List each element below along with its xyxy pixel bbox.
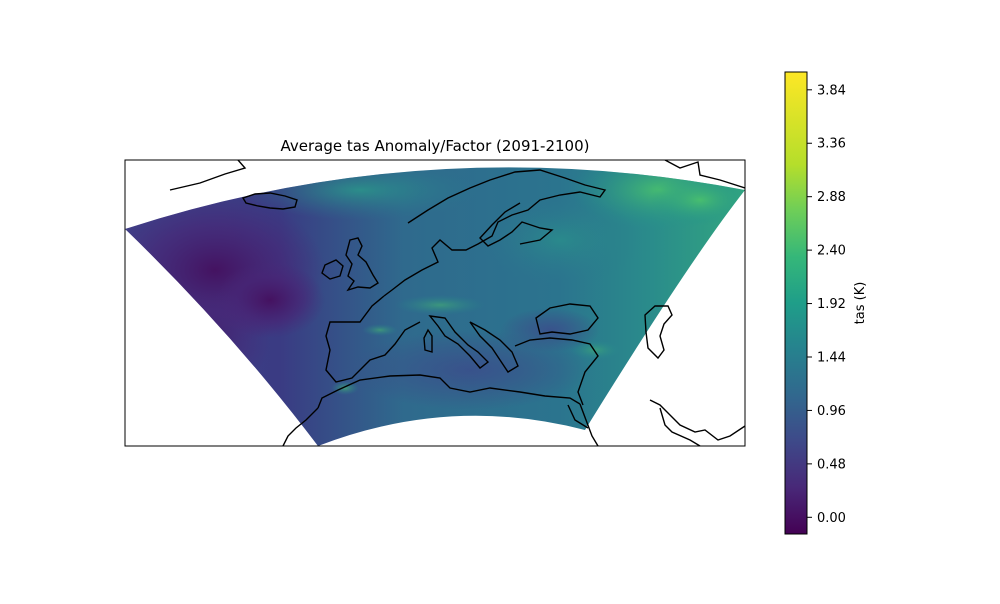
map-title: Average tas Anomaly/Factor (2091-2100)	[280, 137, 589, 155]
colorbar-tick-label: 2.88	[817, 190, 846, 205]
colorbar-tick-label: 1.92	[817, 297, 846, 312]
colorbar-label: tas (K)	[853, 282, 868, 325]
colorbar-tick-label: 2.40	[817, 244, 846, 259]
map-frame	[124, 159, 746, 447]
colorbar-tick-label: 0.48	[817, 457, 846, 472]
colorbar-tick-label: 0.96	[817, 404, 846, 419]
colorbar-gradient	[784, 71, 808, 535]
map-axes	[124, 159, 746, 447]
colorbar-tick-label: 0.00	[817, 511, 846, 526]
colorbar-ticks: 0.00 0.48 0.96 1.44 1.92 2.40 2.88 3.36 3.84	[807, 83, 846, 526]
colorbar-tick-label: 1.44	[817, 350, 846, 365]
colorbar-tick-label: 3.84	[817, 83, 846, 98]
colorbar-tick-label: 3.36	[817, 137, 846, 152]
colorbar: 0.00 0.48 0.96 1.44 1.92 2.40 2.88 3.36 3.84 tas…	[784, 71, 868, 535]
coastlines	[169, 160, 745, 446]
